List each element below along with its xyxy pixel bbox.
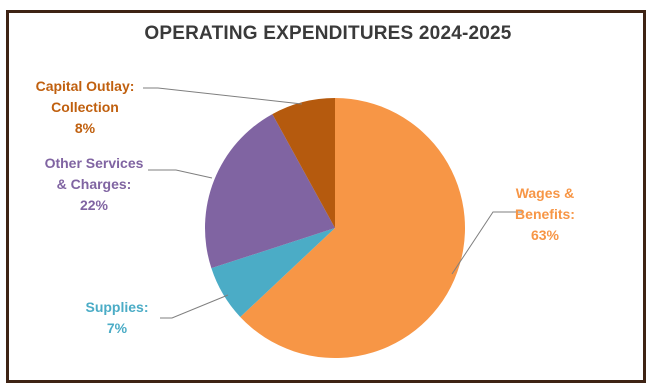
leader-line-other-services	[148, 169, 213, 179]
slice-other-services	[205, 114, 335, 269]
data-label-other-services: Other Services & Charges: 22%	[45, 155, 144, 213]
data-label-supplies: Supplies: 7%	[85, 299, 148, 336]
data-label-wages-benefits: Wages & Benefits: 63%	[515, 185, 575, 243]
slice-wages-benefits	[240, 98, 466, 359]
leader-line-wages-benefits	[451, 211, 522, 275]
leader-line-supplies	[160, 294, 229, 319]
slice-supplies	[211, 228, 335, 317]
data-label-capital-outlay: Capital Outlay: Collection 8%	[36, 78, 135, 136]
slice-capital-outlay	[272, 98, 335, 228]
leader-line-capital-outlay	[143, 87, 303, 105]
chart-title: OPERATING EXPENDITURES 2024-2025	[144, 23, 512, 44]
